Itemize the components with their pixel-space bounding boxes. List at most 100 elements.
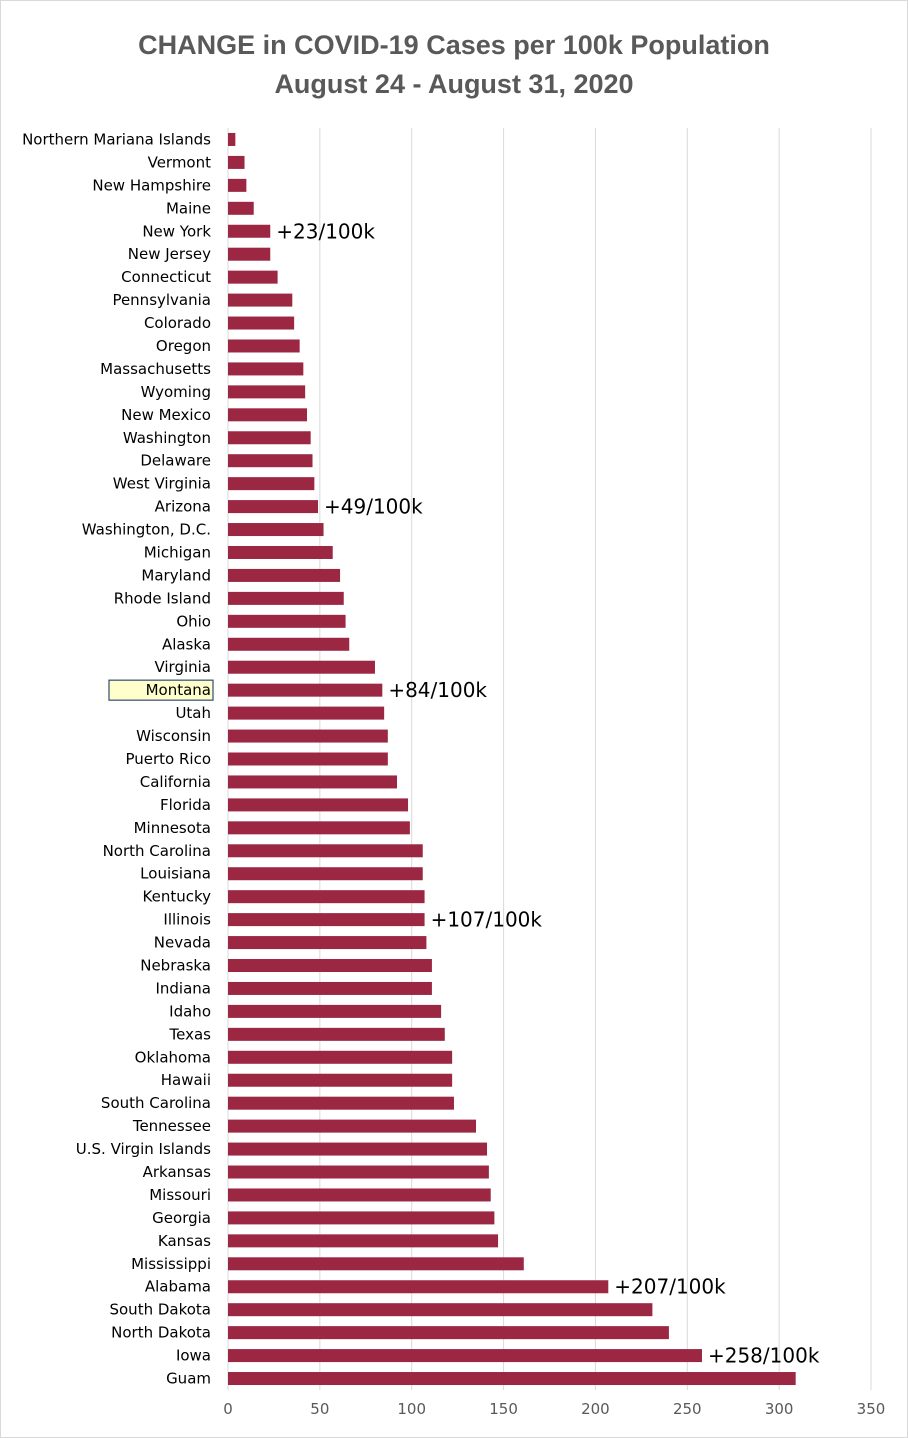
category-label: Pennsylvania: [112, 291, 211, 309]
category-label: Oklahoma: [135, 1048, 211, 1066]
category-label: Arkansas: [143, 1163, 212, 1181]
bar: [228, 155, 245, 169]
bar: [228, 1096, 454, 1110]
bar: [228, 981, 432, 995]
category-label: Washington, D.C.: [82, 521, 211, 539]
category-label: New York: [142, 222, 211, 240]
category-label: Florida: [160, 796, 211, 814]
category-label: Connecticut: [121, 268, 211, 286]
category-label: Maine: [166, 199, 211, 217]
category-label: Guam: [166, 1370, 211, 1388]
annotations: +23/100k +49/100k +84/100k +107/100k +207/10…: [276, 219, 820, 1367]
gridlines: [227, 128, 872, 1390]
category-label: Montana: [146, 681, 211, 699]
category-label: New Mexico: [121, 406, 211, 424]
category-label: Kansas: [158, 1232, 211, 1250]
category-label: Puerto Rico: [125, 750, 211, 768]
category-label: Utah: [175, 704, 211, 722]
x-tick-label: 150: [489, 1400, 518, 1418]
bar: [228, 247, 271, 261]
category-labels: Northern Mariana Islands Vermont New Hamps…: [22, 130, 214, 1388]
bar: [228, 362, 304, 376]
bar: [228, 1165, 489, 1179]
category-label: Massachusetts: [100, 360, 211, 378]
bar: [228, 1326, 669, 1340]
bar: [228, 913, 425, 927]
category-label: Kentucky: [143, 888, 212, 906]
category-label: Ohio: [176, 612, 211, 630]
category-label: Hawaii: [161, 1071, 211, 1089]
bar: [228, 775, 398, 789]
category-label: Nevada: [154, 934, 211, 952]
bar: [228, 178, 247, 192]
bar: [228, 568, 341, 582]
x-tick-label: 300: [765, 1400, 794, 1418]
bar: [228, 132, 236, 146]
bar: [228, 1050, 453, 1064]
category-label: Illinois: [163, 911, 211, 929]
bar: [228, 798, 409, 812]
value-annotation: +258/100k: [708, 1344, 820, 1368]
bar: [228, 683, 383, 697]
bar: [228, 1234, 499, 1248]
category-label: New Hampshire: [92, 176, 211, 194]
bar: [228, 821, 410, 835]
chart-title: CHANGE in COVID-19 Cases per 100k Popula…: [138, 30, 770, 60]
category-label: Idaho: [169, 1002, 211, 1020]
bar: [228, 1004, 442, 1018]
value-annotation: +49/100k: [324, 495, 423, 519]
x-tick-label: 0: [223, 1400, 233, 1418]
bar: [228, 959, 432, 973]
category-label: Vermont: [148, 153, 212, 171]
bar: [228, 1280, 609, 1294]
category-label: Louisiana: [140, 865, 211, 883]
bar: [228, 316, 295, 330]
category-label: Nebraska: [140, 957, 211, 975]
category-label: Minnesota: [134, 819, 211, 837]
category-label: Washington: [123, 429, 211, 447]
x-tick-label: 100: [397, 1400, 426, 1418]
category-label: Tennessee: [132, 1117, 211, 1135]
category-label: U.S. Virgin Islands: [76, 1140, 211, 1158]
category-label: Wisconsin: [136, 727, 211, 745]
value-annotation: +84/100k: [388, 678, 487, 702]
bar: [228, 591, 344, 605]
bar: [228, 752, 388, 766]
category-label: Colorado: [144, 314, 211, 332]
value-annotation: +23/100k: [276, 219, 375, 243]
category-label: Wyoming: [141, 383, 211, 401]
category-label: Arizona: [155, 498, 211, 516]
bar: [228, 385, 306, 399]
bar: [228, 477, 315, 491]
category-label: Oregon: [156, 337, 211, 355]
category-label: Maryland: [141, 566, 211, 584]
category-label: South Carolina: [101, 1094, 211, 1112]
bar: [228, 729, 388, 743]
category-label: Georgia: [152, 1209, 211, 1227]
bar: [228, 408, 307, 422]
bar: [228, 1349, 702, 1363]
bar: [228, 201, 254, 215]
category-label: North Dakota: [111, 1324, 211, 1342]
bar: [228, 936, 427, 950]
bar: [228, 637, 350, 651]
value-annotation: +207/100k: [614, 1275, 726, 1299]
category-label: West Virginia: [113, 475, 211, 493]
category-label: South Dakota: [109, 1301, 211, 1319]
category-label: Northern Mariana Islands: [22, 130, 211, 148]
bar: [228, 706, 385, 720]
bar: [228, 1188, 491, 1202]
bar: [228, 1303, 653, 1317]
bar: [228, 1142, 488, 1156]
bar: [228, 500, 319, 514]
x-tick-label: 200: [581, 1400, 610, 1418]
bar: [228, 1257, 524, 1271]
bar: [228, 1372, 796, 1386]
x-tick-label: 50: [310, 1400, 329, 1418]
bar: [228, 1027, 445, 1041]
bars: [228, 132, 796, 1386]
x-tick-label: 350: [857, 1400, 886, 1418]
bar: [228, 844, 423, 858]
